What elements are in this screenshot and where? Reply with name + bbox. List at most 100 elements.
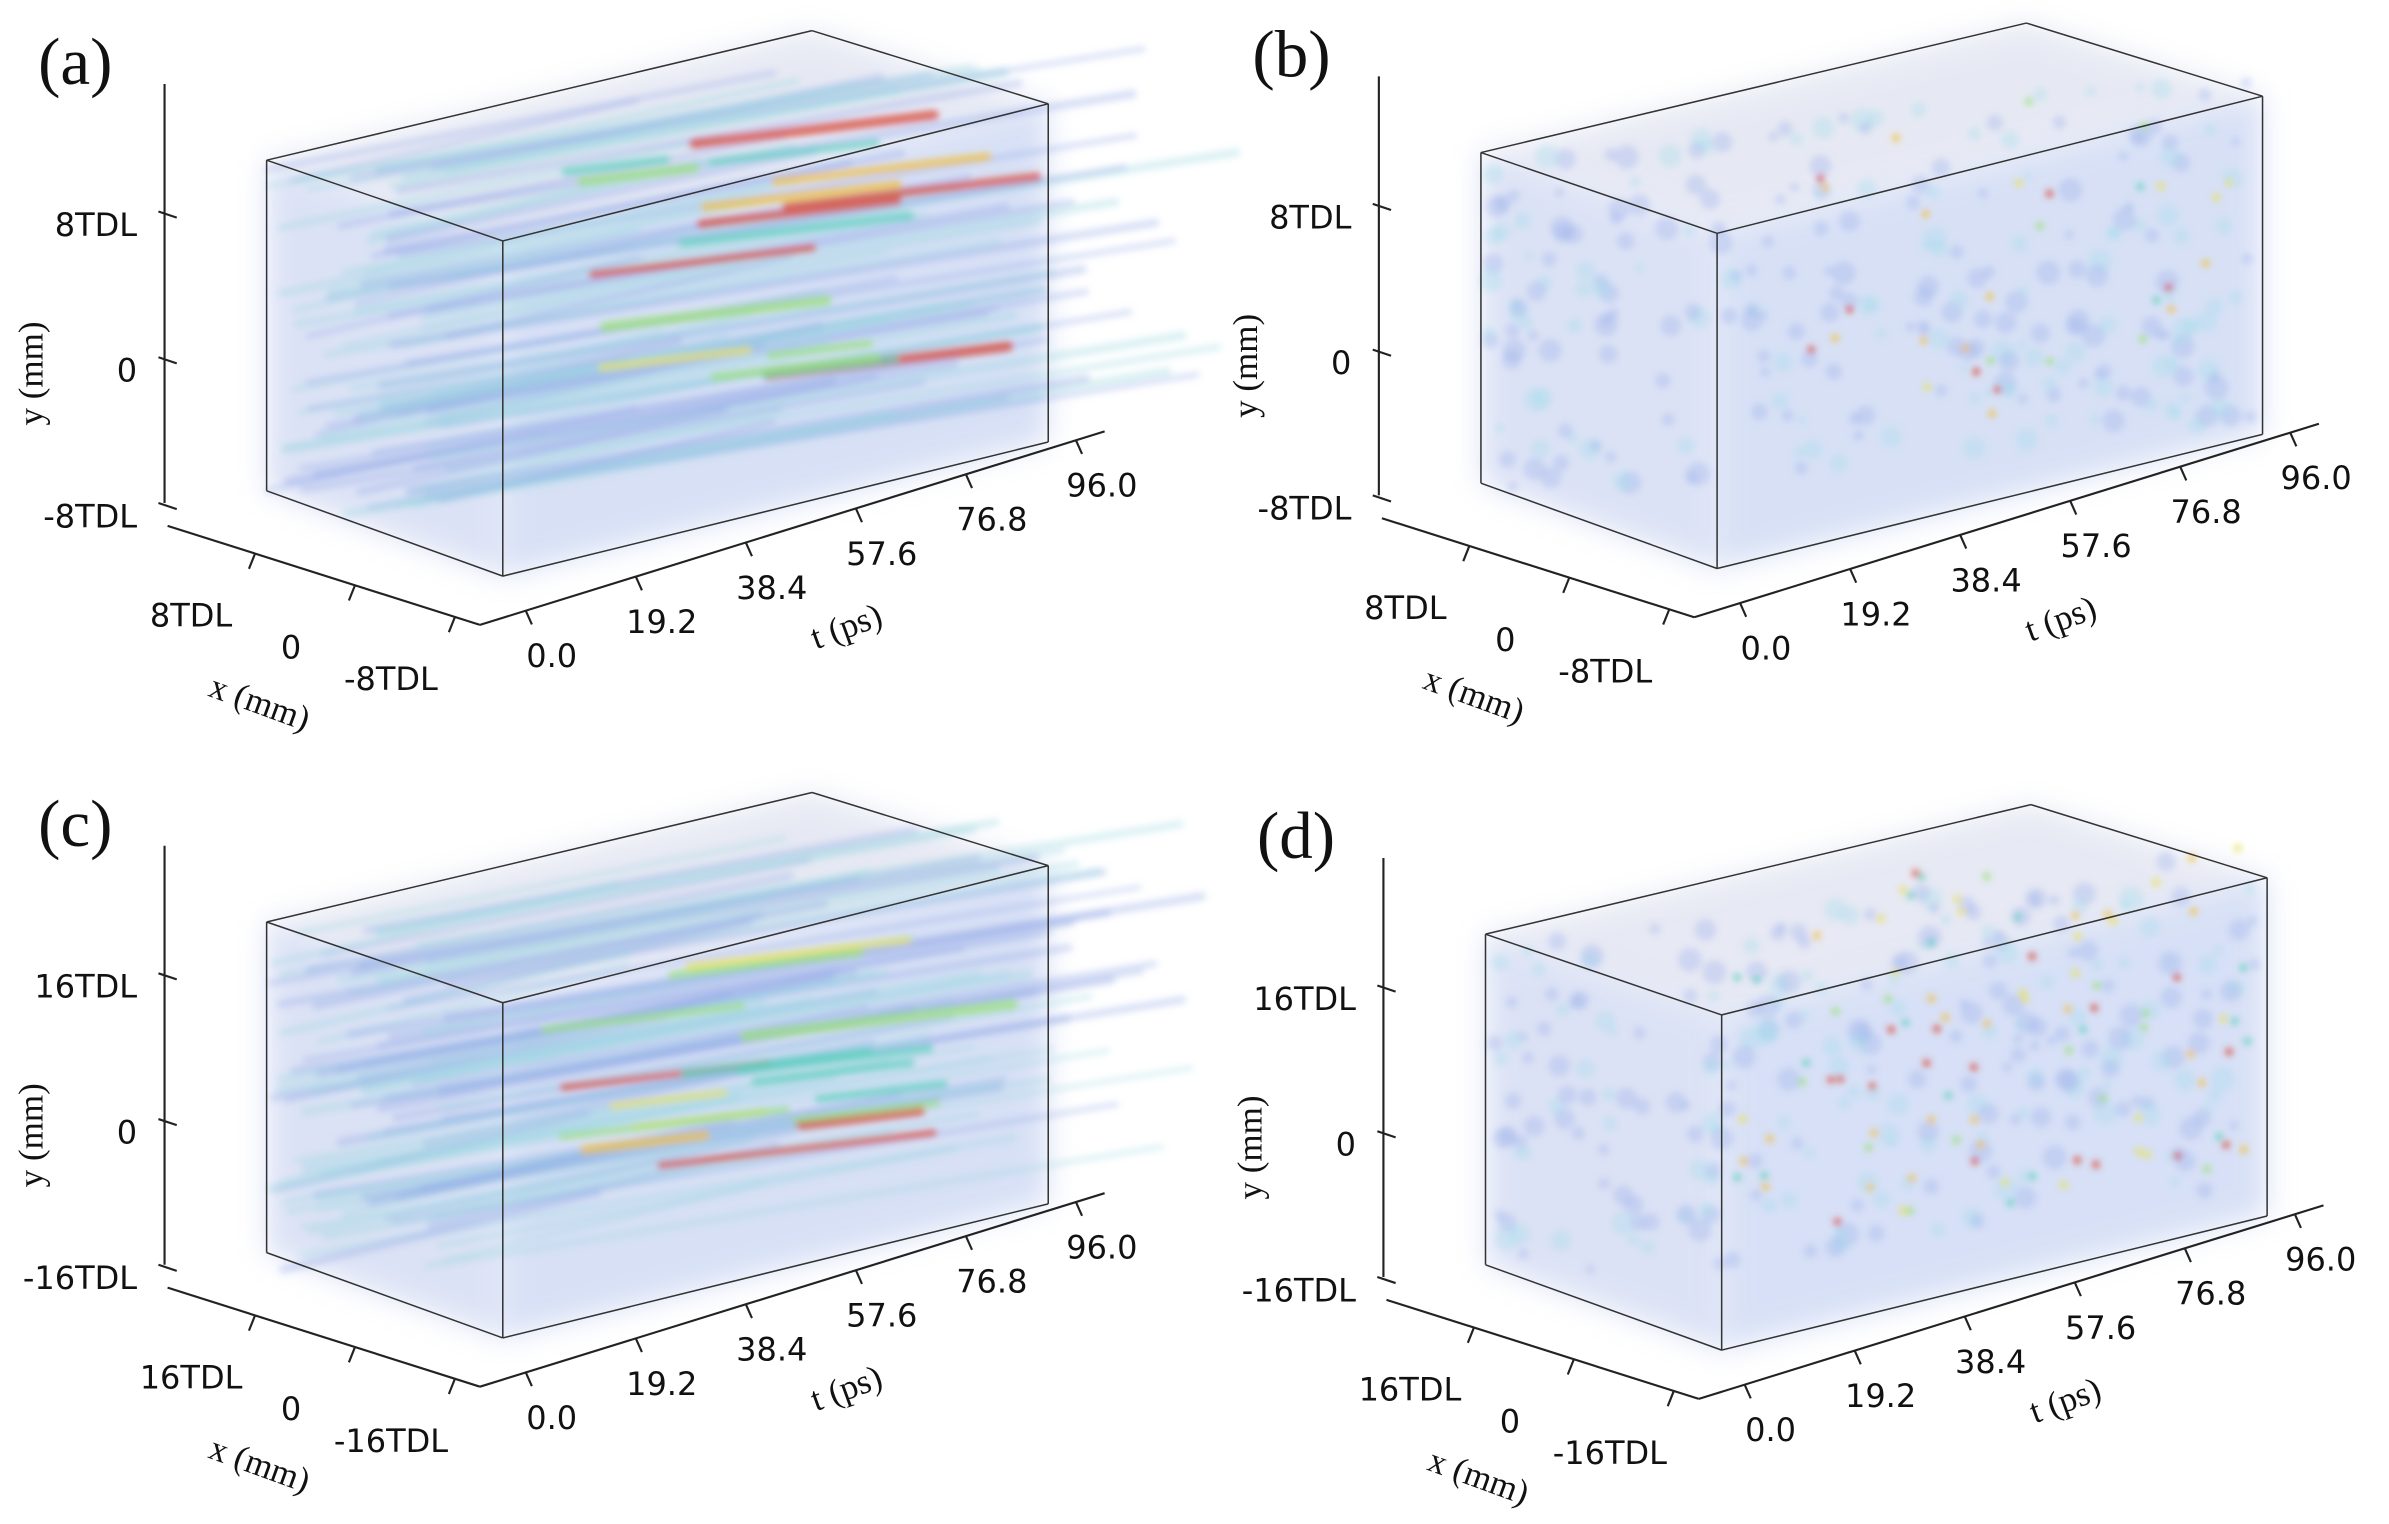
speckle [2210, 1066, 2235, 1091]
speckle [1575, 280, 1592, 298]
speckle [1908, 1069, 1927, 1089]
t-tick [1743, 1384, 1752, 1399]
speckle [1613, 1185, 1634, 1206]
speckle-hot [2103, 910, 2112, 919]
speckle [2005, 290, 2028, 314]
speckle [1931, 1223, 1945, 1237]
speckle [2027, 892, 2042, 907]
speckle [2054, 1025, 2071, 1042]
speckle [1660, 315, 1682, 337]
streak-hot [541, 1002, 746, 1033]
x-tick-label: -16TDL [1553, 1434, 1667, 1472]
speckle [1557, 423, 1573, 439]
streak [327, 203, 735, 295]
speckle [1550, 216, 1574, 240]
speckle [1685, 471, 1698, 484]
speckle [1800, 969, 1813, 982]
t-tick [2183, 1247, 2192, 1263]
speckle [1793, 446, 1806, 459]
x-axis-label: x (mm) [204, 1428, 315, 1500]
streak [348, 269, 1055, 392]
speckle [2202, 1104, 2214, 1115]
speckle [1949, 290, 1969, 310]
x-tick-label: 16TDL [1359, 1371, 1462, 1409]
streak [389, 86, 900, 191]
speckle [2180, 392, 2191, 403]
t-tick-label: 19.2 [626, 1365, 697, 1403]
speckle [2022, 171, 2033, 181]
speckle [1640, 1239, 1656, 1255]
streak [424, 1144, 1164, 1269]
speckle [1598, 344, 1618, 364]
speckle [2046, 1035, 2057, 1046]
speckle-hot [1923, 382, 1932, 391]
t-tick [1959, 534, 1968, 550]
speckle [1848, 412, 1861, 426]
streak [346, 909, 1111, 1038]
x-tick [447, 1378, 456, 1395]
y-tick-label: 16TDL [1253, 980, 1356, 1018]
speckle-hot [1740, 1157, 1748, 1166]
speckle-hot [1870, 1129, 1879, 1137]
box-edge [1485, 803, 2032, 935]
speckle-hot [2225, 178, 2233, 187]
speckle [1479, 268, 1503, 293]
speckle [2164, 1150, 2178, 1163]
speckle [1629, 176, 1641, 188]
speckle-hot [2073, 1156, 2082, 1164]
speckle-hot [2071, 911, 2080, 920]
speckle [2027, 1073, 2046, 1092]
speckle [1981, 937, 1993, 948]
t-tick [744, 1303, 753, 1319]
streak-hot [685, 936, 912, 970]
speckle [1595, 1010, 1616, 1032]
speckle [2118, 151, 2129, 162]
speckle [1803, 1147, 1815, 1159]
y-tick-label: 8TDL [1269, 198, 1352, 236]
speckle-hot [2186, 1050, 2195, 1058]
streak [394, 396, 999, 508]
speckle [1960, 1075, 1978, 1093]
speckle [1969, 392, 1981, 404]
streak-hot [577, 163, 700, 187]
y-axis-label: y (mm) [1226, 314, 1265, 418]
speckle [1683, 223, 1696, 237]
t-tick [524, 1372, 533, 1387]
speckle [1730, 270, 1742, 282]
speckle [1492, 1127, 1515, 1149]
streak [367, 1116, 736, 1207]
speckle [1967, 127, 1982, 141]
speckle [2028, 1017, 2048, 1037]
streak [295, 63, 975, 183]
speckle [2158, 951, 2183, 975]
box-edge [266, 1251, 504, 1339]
speckle [1934, 384, 1948, 397]
speckle-hot [1972, 367, 1980, 376]
streak [264, 70, 777, 173]
t-axis-label: t (ps) [2024, 1369, 2106, 1431]
speckle-hot [1961, 344, 1970, 353]
speckle [1512, 1134, 1528, 1150]
box-edge [502, 103, 1049, 242]
speckle [2140, 917, 2160, 937]
speckle-hot [2239, 1145, 2248, 1154]
speckle-hot [1970, 1115, 1979, 1124]
speckle [1982, 953, 1998, 968]
speckle [1585, 1264, 1596, 1274]
speckle-hot [2141, 1009, 2150, 1017]
x-axis-label: x (mm) [1419, 659, 1530, 731]
speckle [1809, 154, 1832, 177]
speckle [1857, 294, 1878, 315]
speckle [2179, 1116, 2203, 1140]
speckle [2171, 887, 2191, 907]
box-edge [1716, 433, 2263, 570]
speckle-hot [2135, 1147, 2143, 1156]
y-tick-label: -16TDL [1242, 1271, 1356, 1309]
speckle-hot [2234, 844, 2242, 852]
t-axis [479, 430, 1105, 626]
t-tick [964, 473, 973, 489]
speckle [2078, 378, 2089, 389]
t-tick-label: 38.4 [736, 1331, 807, 1369]
speckle [1486, 1035, 1503, 1051]
speckle [1760, 1197, 1777, 1214]
